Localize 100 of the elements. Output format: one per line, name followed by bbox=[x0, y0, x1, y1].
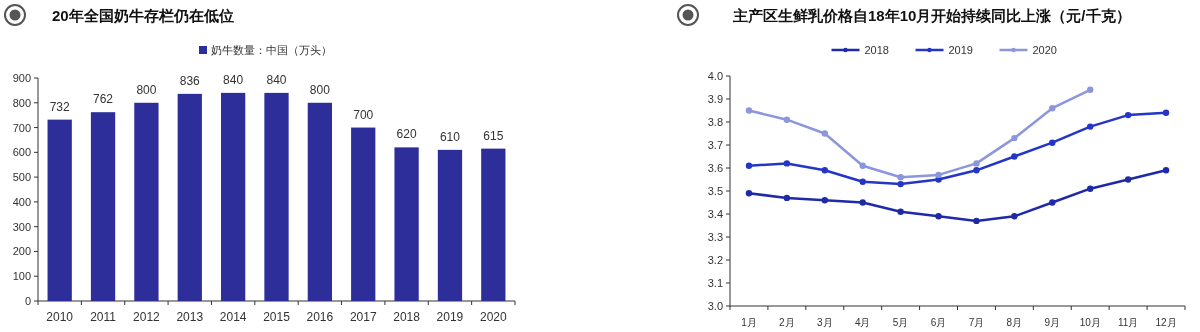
legend-label: 2018 bbox=[864, 44, 889, 56]
y-tick-label: 4.0 bbox=[707, 70, 723, 82]
x-tick-label: 5月 bbox=[892, 317, 909, 328]
data-label: 732 bbox=[49, 99, 71, 114]
y-tick-label: 3.9 bbox=[707, 93, 723, 105]
y-tick-label: 600 bbox=[12, 146, 31, 159]
point bbox=[1087, 123, 1094, 130]
point bbox=[783, 194, 791, 202]
point bbox=[1049, 199, 1056, 206]
y-tick-label: 300 bbox=[12, 220, 31, 233]
x-tick-label: 2016 bbox=[306, 310, 334, 324]
point bbox=[821, 130, 828, 137]
point bbox=[1087, 185, 1094, 192]
y-tick-label: 400 bbox=[12, 195, 31, 208]
x-tick-label: 11月 bbox=[1117, 317, 1139, 328]
x-tick-label: 8月 bbox=[1006, 317, 1023, 328]
legend-label: 2020 bbox=[1032, 44, 1057, 56]
y-tick-label: 3.7 bbox=[707, 139, 723, 151]
y-tick-label: 3.0 bbox=[707, 300, 723, 312]
bar bbox=[221, 92, 246, 301]
bar bbox=[437, 149, 463, 301]
data-label: 836 bbox=[179, 73, 201, 88]
data-label: 620 bbox=[396, 127, 417, 142]
y-tick-label: 3.5 bbox=[707, 185, 723, 197]
point bbox=[859, 199, 866, 206]
bar bbox=[134, 102, 159, 301]
x-tick-label: 2013 bbox=[176, 310, 204, 324]
point bbox=[1087, 86, 1094, 93]
x-tick-label: 10月 bbox=[1079, 317, 1101, 328]
point bbox=[1049, 139, 1056, 146]
x-tick-label: 1月 bbox=[741, 317, 757, 328]
point bbox=[821, 197, 828, 204]
bar bbox=[481, 148, 506, 301]
point bbox=[783, 116, 791, 123]
bar bbox=[264, 92, 289, 301]
y-tick-label: 800 bbox=[12, 96, 31, 109]
x-tick-label: 2019 bbox=[436, 310, 464, 324]
y-tick-label: 3.2 bbox=[707, 254, 723, 266]
data-label: 800 bbox=[136, 82, 157, 97]
x-tick-label: 6月 bbox=[930, 317, 947, 328]
x-tick-label: 2010 bbox=[46, 310, 74, 324]
point bbox=[1049, 105, 1056, 112]
point bbox=[783, 160, 791, 167]
point bbox=[859, 178, 866, 185]
bar bbox=[351, 127, 376, 301]
legend-label: 2019 bbox=[948, 44, 973, 56]
y-tick-label: 200 bbox=[12, 245, 31, 258]
point bbox=[1162, 167, 1170, 174]
data-label: 800 bbox=[309, 82, 331, 97]
y-tick-label: 700 bbox=[12, 121, 31, 134]
point bbox=[821, 167, 828, 174]
y-tick-label: 3.4 bbox=[707, 208, 723, 220]
point bbox=[897, 208, 904, 215]
x-tick-label: 12月 bbox=[1155, 317, 1177, 328]
point bbox=[935, 171, 942, 179]
x-tick-label: 7月 bbox=[968, 317, 985, 328]
bar bbox=[394, 147, 419, 301]
legend-label: 奶牛数量：中国（万头） bbox=[211, 44, 332, 56]
point bbox=[1124, 176, 1132, 183]
x-tick-label: 2011 bbox=[90, 310, 117, 324]
point bbox=[973, 167, 980, 174]
x-tick-label: 4月 bbox=[854, 317, 871, 328]
x-tick-label: 2012 bbox=[133, 310, 161, 324]
x-tick-label: 2020 bbox=[479, 310, 507, 324]
chart-title: 主产区生鲜乳价格自18年10月开始持续同比上涨（元/千克） bbox=[732, 7, 1131, 24]
x-tick-label: 9月 bbox=[1044, 317, 1061, 328]
y-tick-label: 100 bbox=[12, 270, 31, 283]
y-tick-label: 3.1 bbox=[707, 277, 723, 289]
point bbox=[935, 213, 942, 220]
y-tick-label: 3.8 bbox=[707, 116, 723, 128]
point bbox=[859, 162, 866, 169]
point bbox=[897, 174, 904, 181]
point bbox=[1011, 153, 1018, 160]
point bbox=[745, 162, 753, 169]
x-tick-label: 2017 bbox=[349, 310, 377, 324]
data-label: 615 bbox=[483, 128, 504, 143]
point bbox=[745, 107, 753, 114]
y-tick-label: 0 bbox=[24, 295, 31, 307]
point bbox=[973, 160, 980, 167]
point bbox=[897, 180, 904, 188]
bar bbox=[177, 93, 202, 301]
x-tick-label: 2月 bbox=[779, 317, 795, 328]
x-tick-label: 2015 bbox=[263, 310, 291, 324]
data-label: 700 bbox=[353, 107, 374, 122]
data-label: 840 bbox=[223, 72, 244, 87]
y-tick-label: 500 bbox=[12, 171, 31, 184]
bar bbox=[47, 119, 72, 301]
x-tick-label: 2018 bbox=[393, 310, 421, 324]
point bbox=[1011, 134, 1018, 142]
point bbox=[1124, 111, 1132, 119]
point bbox=[1011, 213, 1018, 220]
bar bbox=[90, 112, 116, 301]
point bbox=[745, 190, 753, 197]
point bbox=[1162, 109, 1170, 116]
y-tick-label: 900 bbox=[12, 72, 31, 84]
chart-title: 20年全国奶牛存栏仍在低位 bbox=[52, 7, 234, 24]
data-label: 840 bbox=[266, 72, 287, 87]
x-tick-label: 2014 bbox=[219, 310, 247, 324]
x-tick-label: 3月 bbox=[817, 317, 833, 328]
data-label: 762 bbox=[93, 92, 114, 107]
